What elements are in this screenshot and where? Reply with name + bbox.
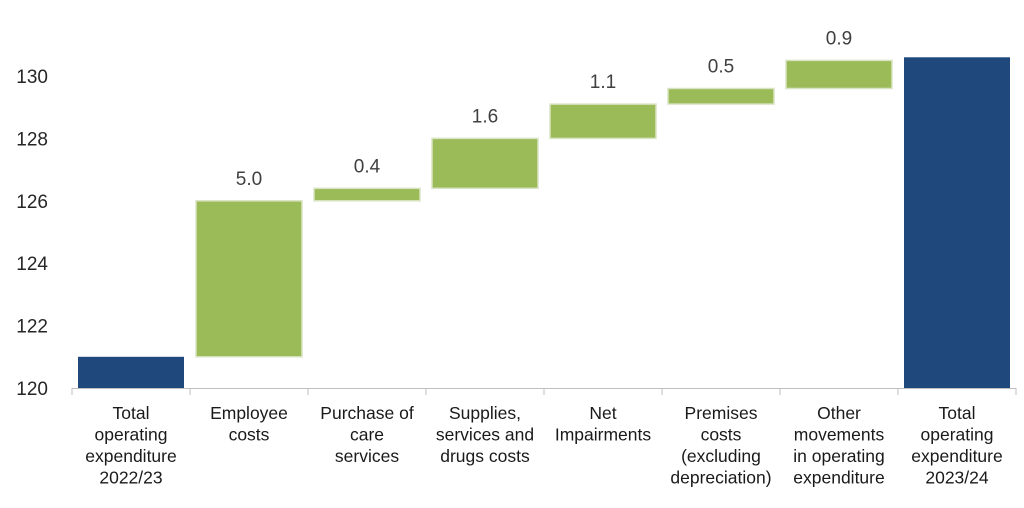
y-tick-label: 120 (16, 379, 48, 400)
y-axis: 120 122 124 126 128 130 (16, 67, 48, 400)
x-category-label: Purchase of care services (320, 403, 414, 466)
increase-bar (785, 59, 893, 90)
y-tick-label: 124 (16, 254, 48, 275)
data-label: 0.4 (354, 156, 381, 177)
data-label: 0.9 (826, 28, 852, 49)
bars (78, 57, 1010, 388)
increase-bar (431, 137, 539, 190)
x-category-label: Total operating expenditure 2022/23 (85, 403, 176, 488)
x-category-label: Other movements in operating expenditure (793, 403, 884, 488)
data-labels: 5.0 0.4 1.6 1.1 0.5 0.9 (236, 28, 852, 189)
x-axis: Total operating expenditure 2022/23 Employee… (71, 388, 1017, 488)
x-category-label: Total operating expenditure 2023/24 (911, 403, 1002, 488)
increase-bar (195, 200, 303, 358)
y-tick-label: 128 (16, 129, 48, 150)
data-label: 1.1 (590, 72, 616, 93)
x-category-label: Supplies, services and drugs costs (436, 403, 534, 466)
data-label: 1.6 (472, 106, 498, 127)
x-category-label: Net Impairments (555, 403, 652, 445)
y-tick-label: 130 (16, 67, 48, 88)
x-category-label: Premises costs (excluding depreciation) (670, 403, 771, 488)
total-bar (78, 356, 184, 388)
y-tick-label: 122 (16, 317, 48, 338)
data-label: 0.5 (708, 56, 734, 77)
increase-bar (549, 103, 657, 140)
increase-bar (667, 87, 775, 105)
total-bar (904, 57, 1010, 388)
data-label: 5.0 (236, 169, 262, 190)
x-category-label: Employee costs (210, 403, 288, 445)
y-tick-label: 126 (16, 192, 48, 213)
increase-bar (313, 187, 421, 202)
